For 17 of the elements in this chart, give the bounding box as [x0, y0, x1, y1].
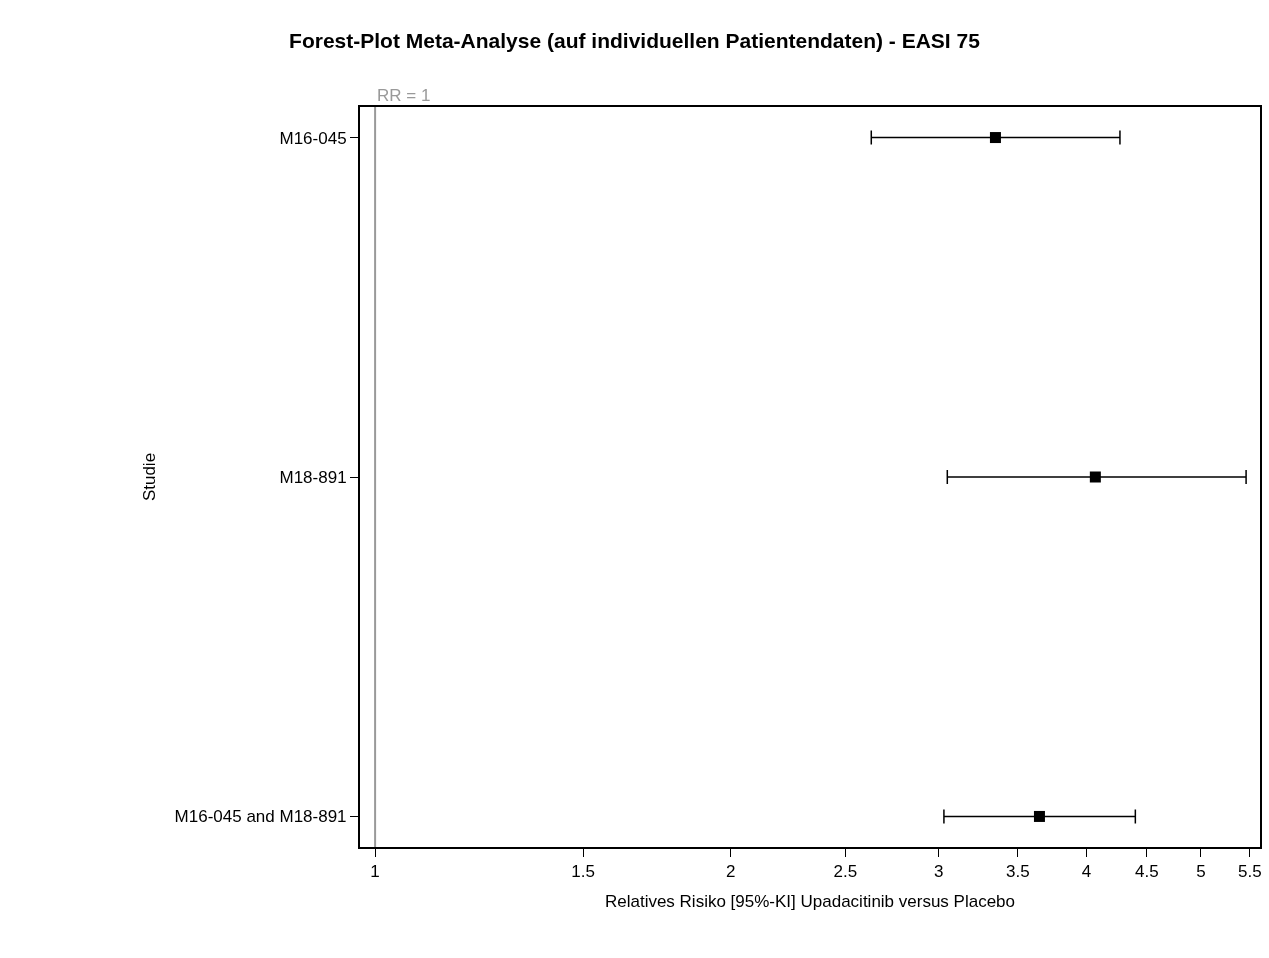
- x-tick-label: 2: [726, 862, 736, 882]
- x-axis-title: Relatives Risiko [95%-KI] Upadacitinib versus Placebo: [604, 892, 1016, 912]
- x-tick-label: 1.5: [571, 862, 595, 882]
- y-tick-label: M16-045 and M18-891: [174, 807, 347, 827]
- x-tick-label: 1: [370, 862, 380, 882]
- x-tick-label: 5: [1196, 862, 1206, 882]
- x-tick-label: 2.5: [833, 862, 858, 882]
- ref-line-label: RR = 1: [377, 86, 431, 105]
- x-tick-label: 3: [934, 862, 944, 882]
- x-tick-label: 4: [1081, 862, 1092, 882]
- y-tick-label: M16-045: [279, 128, 347, 148]
- y-axis-title: Studie: [139, 452, 159, 502]
- x-tick-label: 3.5: [1006, 862, 1030, 882]
- chart-title: Forest-Plot Meta-Analyse (auf individuellen Patientendaten) - EASI 75: [289, 29, 981, 53]
- y-tick-label: M18-891: [279, 467, 347, 487]
- x-tick-label: 5.5: [1238, 862, 1262, 882]
- x-tick-label: 4.5: [1135, 862, 1159, 882]
